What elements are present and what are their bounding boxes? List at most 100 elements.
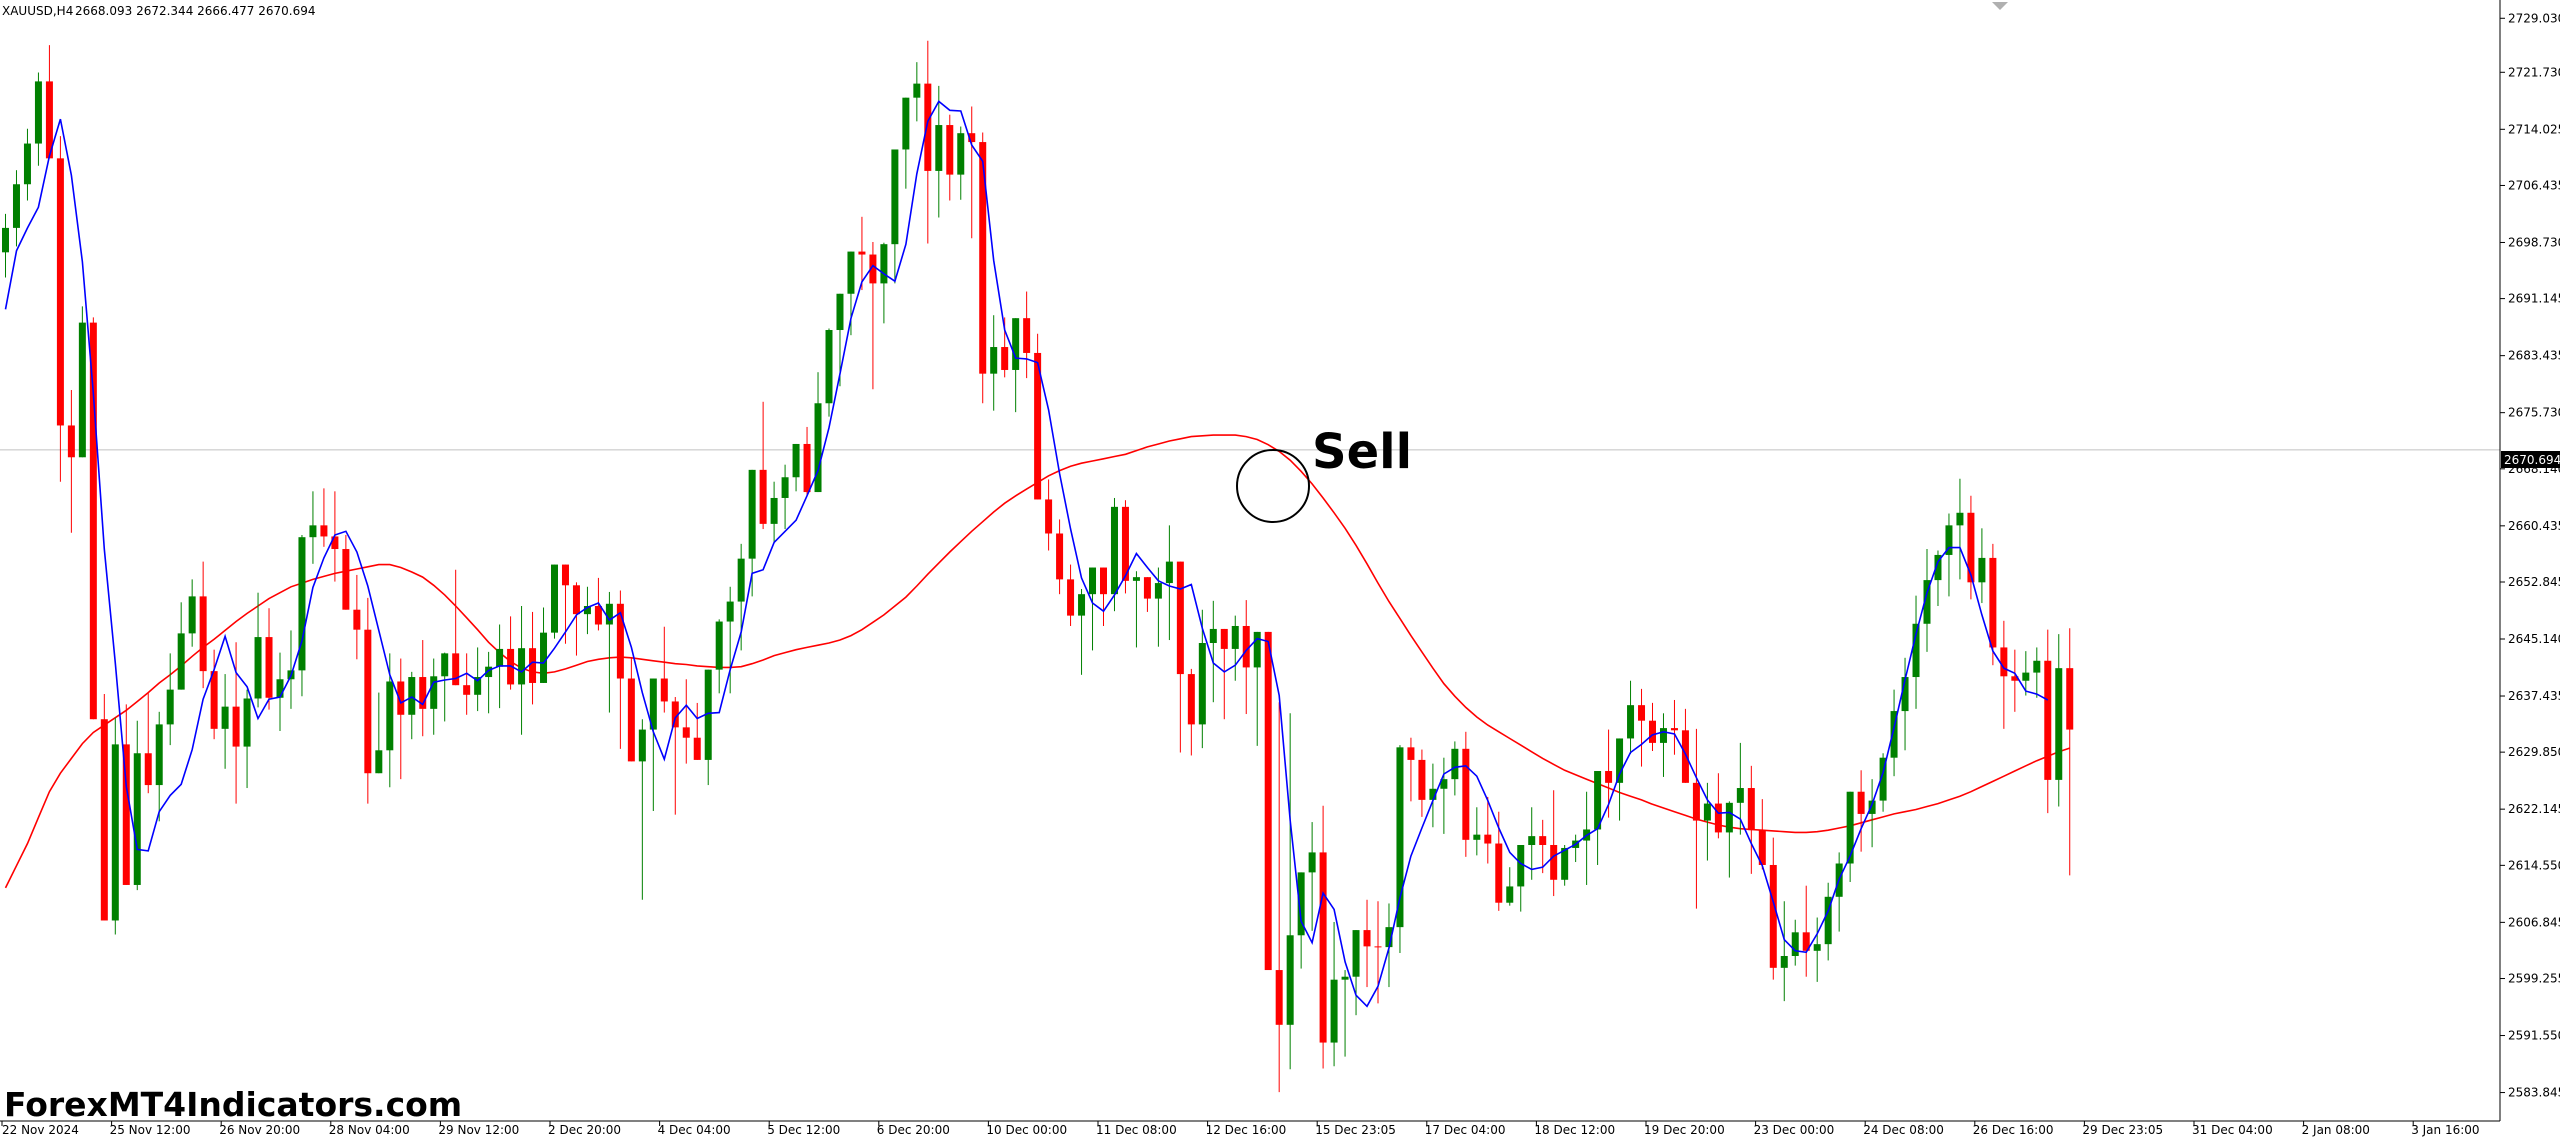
y-axis-tick-label: 2729.030 [2508,11,2560,25]
candle-body [1649,720,1656,743]
candle-body [430,676,438,709]
sell-signal-circle [1236,449,1310,523]
candle-body [1352,930,1360,977]
candle [122,704,130,885]
x-axis-tick-label: 19 Dec 20:00 [1644,1123,1725,1137]
candle-body [1110,506,1118,595]
candle [891,149,899,284]
candle-body [1594,771,1602,830]
candle-body [1396,747,1404,928]
candle [353,574,361,660]
candle [1209,600,1217,703]
candle-body [2044,660,2052,780]
candle-body [1089,567,1097,595]
candle [23,128,31,201]
site-watermark: ForexMT4Indicators.com [4,1085,462,1124]
candle [1901,657,1909,751]
y-axis-tick-label: 2652.845 [2508,575,2560,589]
candle-body [1319,852,1327,1043]
candle [540,607,548,683]
candle-body [880,244,888,284]
candle [1176,561,1184,753]
candle [551,564,558,639]
y-axis-tick-label: 2629.850 [2508,745,2560,759]
candle-body [1879,757,1887,801]
candle-body [1385,927,1393,948]
candle-body [2055,668,2063,780]
candle-body [166,689,174,725]
candle [1198,609,1206,749]
candle-body [1769,864,1777,968]
candle-body [1418,759,1426,800]
candle-body [847,251,855,294]
candle-body [748,469,756,559]
candle-body [353,609,361,630]
candle [924,40,932,244]
candle [1846,791,1854,883]
candle-body [144,753,152,786]
candle [1539,819,1547,874]
x-axis-tick-label: 6 Dec 20:00 [877,1123,950,1137]
candle-body [935,125,943,171]
candle [1890,689,1898,777]
candle-body [452,653,460,686]
candle [1506,867,1514,906]
candle-body [342,549,350,610]
candle [1067,564,1075,626]
candle [649,678,657,811]
candle-body [408,677,416,715]
y-axis-tick-label: 2721.730 [2508,65,2560,79]
candle-body [364,629,372,774]
candle [726,586,734,694]
candle [1616,738,1624,821]
candle-body [726,601,734,622]
candle [1550,790,1558,897]
candle [1813,917,1821,982]
candle [100,694,108,921]
x-axis-tick-label: 11 Dec 08:00 [1096,1123,1177,1137]
candle-body [1078,594,1086,616]
x-axis-tick-label: 5 Dec 12:00 [767,1123,840,1137]
candle-body [1824,896,1832,945]
candle-body [188,596,196,634]
candle-body [1605,771,1613,783]
chart-shift-marker[interactable] [1992,2,2008,10]
candle-body [2011,676,2019,681]
candle-body [1846,791,1854,864]
candle-body [1056,533,1064,580]
candle [781,464,789,530]
candle [298,534,306,697]
candle-body [979,142,987,374]
candle-body [891,149,899,245]
candle [364,597,372,804]
candle-body [1934,554,1942,581]
candle [67,389,75,533]
candle-body [2,227,9,253]
candle [210,649,218,740]
candle-body [572,585,580,615]
x-axis-tick-label: 25 Nov 12:00 [110,1123,191,1137]
y-axis-tick-label: 2583.845 [2508,1086,2560,1100]
current-price-tag [2501,451,2560,468]
candle [1868,779,1876,848]
candle [1561,845,1569,886]
candle [759,401,767,530]
candle [990,315,998,411]
candle-body [1045,499,1053,534]
candle-body [1923,580,1931,624]
candle-body [990,347,998,374]
candle-body [1714,803,1722,833]
candle [199,561,207,689]
candle [1242,600,1250,715]
candle-body [155,724,163,786]
y-axis-tick-label: 2675.730 [2508,406,2560,420]
candle [935,85,943,218]
x-axis-tick-label: 26 Nov 20:00 [219,1123,300,1137]
candle [221,674,229,769]
y-axis-tick-label: 2622.145 [2508,802,2560,816]
candle-body [254,637,262,699]
candle-body [232,706,240,747]
y-axis-tick-label: 2691.145 [2508,292,2560,306]
